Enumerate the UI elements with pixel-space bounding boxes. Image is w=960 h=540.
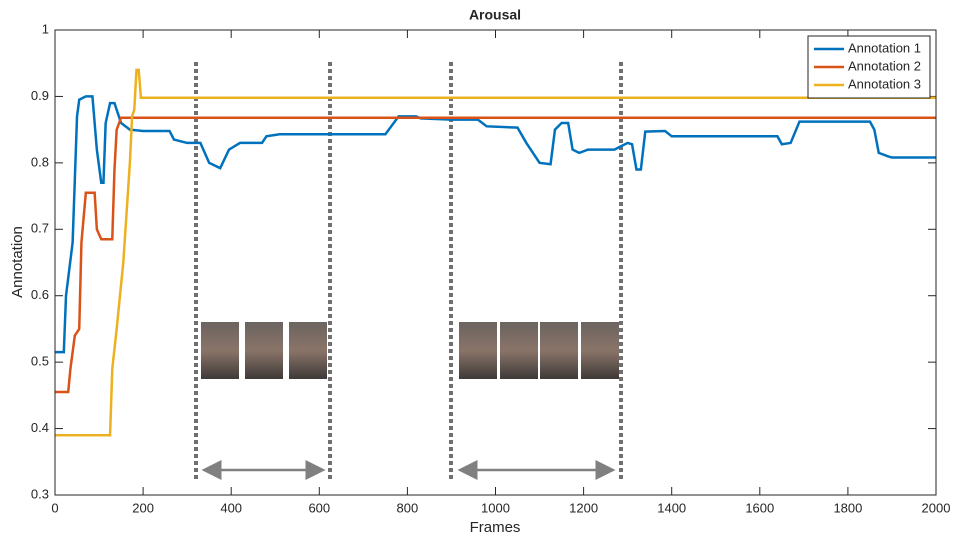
x-tick-label: 200 [132,500,154,515]
face-image [459,322,497,379]
annotations [194,62,623,482]
x-tick-label: 800 [397,500,419,515]
y-tick-label: 0.7 [31,221,49,236]
y-tick-label: 0.8 [31,154,49,169]
y-tick-label: 0.6 [31,287,49,302]
face-image [581,322,619,379]
plot-area [55,30,936,495]
x-tick-label: 1400 [657,500,686,515]
face-image [500,322,538,379]
x-tick-label: 1800 [833,500,862,515]
x-tick-label: 2000 [922,500,951,515]
legend-label: Annotation 1 [848,40,921,55]
face-images [201,322,619,379]
face-image [245,322,283,379]
chart-title: Arousal [469,7,521,23]
y-tick-label: 0.5 [31,354,49,369]
series-line [55,68,936,437]
x-tick-label: 0 [51,500,58,515]
x-tick-label: 1200 [569,500,598,515]
x-tick-label: 600 [308,500,330,515]
y-tick-label: 0.4 [31,420,49,435]
face-image [289,322,327,379]
series-line [55,116,936,394]
x-tick-label: 400 [220,500,242,515]
y-axis-label: Annotation [9,226,26,298]
y-tick-label: 1 [42,21,49,36]
face-image [540,322,578,379]
y-tick-label: 0.3 [31,486,49,501]
y-tick-label: 0.9 [31,88,49,103]
x-axis-label: Frames [470,519,521,536]
x-tick-label: 1000 [481,500,510,515]
face-image [201,322,239,379]
series-line [55,95,936,354]
x-tick-label: 1600 [745,500,774,515]
legend-label: Annotation 3 [848,76,921,91]
legend-label: Annotation 2 [848,58,921,73]
axes-box [54,29,937,496]
